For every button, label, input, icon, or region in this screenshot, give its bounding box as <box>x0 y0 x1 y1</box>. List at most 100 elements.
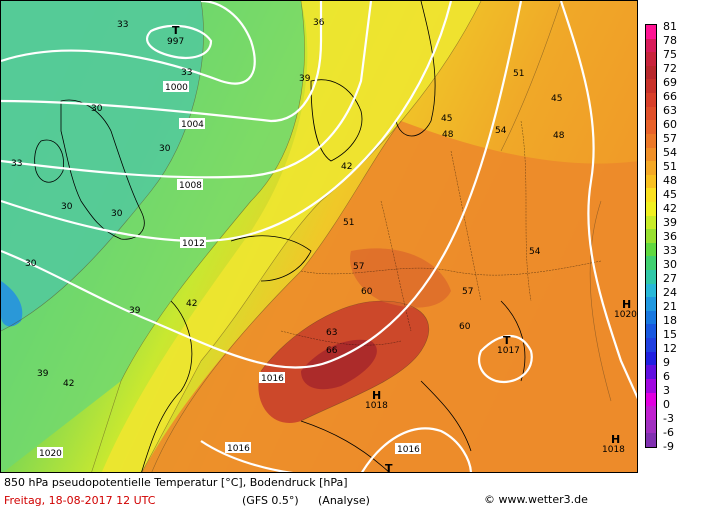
theta-contours <box>1 1 612 472</box>
color-legend-bar <box>645 24 657 448</box>
pressure-label: 1004 <box>181 120 204 130</box>
color-legend-swatch <box>646 433 656 448</box>
theta-label: 33 <box>11 159 22 169</box>
color-legend-swatch <box>646 365 656 380</box>
theta-zone-orange-dark <box>350 248 451 308</box>
theta-label: 60 <box>459 322 471 332</box>
color-legend-label: 30 <box>663 258 677 271</box>
theta-label: 39 <box>129 306 141 316</box>
color-legend-label: 27 <box>663 272 677 285</box>
map-model: (GFS 0.5°) <box>242 494 299 507</box>
theta-labels: 33 30 36 39 33 30 30 30 30 33 39 42 42 4… <box>11 18 565 389</box>
system-value: 1017 <box>497 346 520 356</box>
color-legend-label: 51 <box>663 160 677 173</box>
pressure-label: 1016 <box>227 444 250 454</box>
color-legend-label: 66 <box>663 90 677 103</box>
high-pressure-symbol: H <box>372 389 381 402</box>
coastlines <box>34 1 526 472</box>
theta-label: 45 <box>551 94 562 104</box>
color-legend-swatch <box>646 174 656 189</box>
color-legend-label: 81 <box>663 20 677 33</box>
theta-label: 48 <box>553 131 565 141</box>
color-legend-label: 15 <box>663 328 677 341</box>
borders <box>280 120 602 346</box>
theta-label: 36 <box>313 18 325 28</box>
color-legend-swatch <box>646 215 656 230</box>
color-legend-label: 3 <box>663 384 670 397</box>
isobars <box>1 1 637 472</box>
system-value: 1018 <box>602 445 625 455</box>
theta-label: 51 <box>343 218 354 228</box>
color-legend-swatch <box>646 406 656 421</box>
map-title: 850 hPa pseudopotentielle Temperatur [°C… <box>4 476 348 489</box>
theta-label: 42 <box>186 299 197 309</box>
color-legend-swatch <box>646 120 656 135</box>
low-pressure-symbol: T <box>503 334 511 347</box>
color-legend-label: 6 <box>663 370 670 383</box>
theta-zone-blue <box>1 281 23 327</box>
color-legend-swatch <box>646 351 656 366</box>
color-legend-swatch <box>646 283 656 298</box>
theta-label: 48 <box>442 130 454 140</box>
color-legend-label: 36 <box>663 230 677 243</box>
color-legend-swatch <box>646 419 656 434</box>
color-legend-swatch <box>646 52 656 67</box>
theta-label: 42 <box>63 379 74 389</box>
system-value: 1020 <box>614 310 637 320</box>
color-legend-swatch <box>646 106 656 121</box>
color-legend-swatch <box>646 392 656 407</box>
color-legend-swatch <box>646 256 656 271</box>
color-legend-label: -9 <box>663 440 674 453</box>
color-legend-swatch <box>646 297 656 312</box>
color-legend-swatch <box>646 270 656 285</box>
theta-zone-yellow <box>101 1 481 472</box>
theta-label: 30 <box>61 202 73 212</box>
map-canvas: 1000 1004 1008 1012 1016 1016 1016 1020 … <box>1 1 637 473</box>
color-legend-swatch <box>646 38 656 53</box>
theta-label: 30 <box>159 144 171 154</box>
theta-label: 39 <box>299 74 311 84</box>
pressure-label: 1020 <box>39 449 62 459</box>
color-legend-swatch <box>646 79 656 94</box>
weather-map: 1000 1004 1008 1012 1016 1016 1016 1020 … <box>0 0 638 473</box>
color-legend-label: 0 <box>663 398 670 411</box>
theta-label: 39 <box>37 369 49 379</box>
theta-label: 33 <box>181 68 192 78</box>
color-legend-label: 57 <box>663 132 677 145</box>
color-legend-swatch <box>646 310 656 325</box>
color-legend-label: 12 <box>663 342 677 355</box>
system-value: 997 <box>167 37 184 47</box>
theta-label: 60 <box>361 287 373 297</box>
color-legend-swatch <box>646 201 656 217</box>
color-legend-label: 45 <box>663 188 677 201</box>
low-pressure-symbol: T <box>385 462 393 473</box>
color-legend-label: 78 <box>663 34 677 47</box>
map-footer: 850 hPa pseudopotentielle Temperatur [°C… <box>0 474 638 513</box>
color-legend-label: 75 <box>663 48 677 61</box>
color-legend-swatch <box>646 25 656 40</box>
map-run-type: (Analyse) <box>318 494 370 507</box>
color-legend-swatch <box>646 161 656 176</box>
color-legend-swatch <box>646 93 656 108</box>
color-legend-label: 24 <box>663 286 677 299</box>
map-date: Freitag, 18-08-2017 12 UTC <box>4 494 156 507</box>
color-legend-label: 48 <box>663 174 677 187</box>
color-legend-label: 21 <box>663 300 677 313</box>
color-legend-label: 63 <box>663 104 677 117</box>
theta-label: 30 <box>111 209 123 219</box>
color-legend-label: 18 <box>663 314 677 327</box>
color-legend-label: 9 <box>663 356 670 369</box>
color-legend-labels: 81 78 75 72 69 66 63 60 57 54 51 48 45 42 39 36 33 30 27 24… <box>663 21 703 452</box>
color-legend-label: 72 <box>663 62 677 75</box>
pressure-systems: T 997 T 1017 T H 1018 H 1020 H 1018 <box>167 24 637 473</box>
theta-label: 54 <box>495 126 507 136</box>
theta-label: 30 <box>91 104 103 114</box>
color-legend-swatch <box>646 242 656 257</box>
pressure-labels: 1000 1004 1008 1012 1016 1016 1016 1020 <box>37 81 421 459</box>
color-legend-label: 42 <box>663 202 677 215</box>
color-legend-label: 60 <box>663 118 677 131</box>
theta-label: 42 <box>341 162 352 172</box>
color-legend-swatch <box>646 378 656 394</box>
pressure-label: 1016 <box>397 445 420 455</box>
high-pressure-symbol: H <box>611 433 620 446</box>
